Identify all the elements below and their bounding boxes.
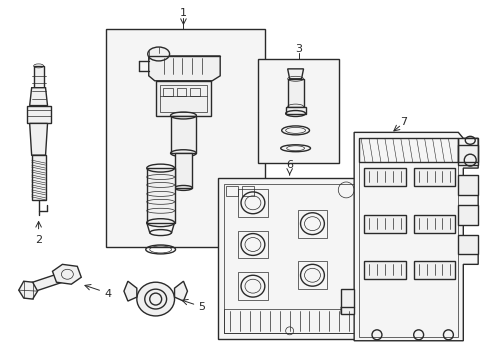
Bar: [358, 138, 457, 162]
Bar: [174, 153, 192, 188]
Bar: [457, 145, 477, 165]
Polygon shape: [27, 269, 77, 292]
Polygon shape: [174, 281, 187, 301]
Bar: [297, 261, 326, 289]
Bar: [225, 186, 238, 196]
Bar: [413, 168, 454, 186]
Bar: [242, 186, 253, 196]
Bar: [457, 235, 477, 255]
Bar: [358, 138, 457, 337]
Bar: [106, 29, 264, 247]
Polygon shape: [30, 123, 47, 155]
Bar: [364, 261, 405, 279]
Text: 2: 2: [35, 235, 42, 244]
Bar: [190, 88, 200, 96]
Bar: [238, 189, 267, 217]
Bar: [457, 175, 477, 195]
Bar: [413, 261, 454, 279]
Polygon shape: [148, 56, 220, 81]
Bar: [413, 215, 454, 233]
Text: 6: 6: [285, 160, 292, 170]
Text: 3: 3: [294, 44, 302, 54]
Bar: [163, 88, 172, 96]
Polygon shape: [123, 281, 137, 301]
Bar: [287, 79, 303, 107]
Bar: [364, 168, 405, 186]
Text: 7: 7: [399, 117, 407, 127]
Text: 1: 1: [180, 8, 186, 18]
Bar: [34, 66, 43, 88]
Text: 4: 4: [104, 289, 111, 299]
Bar: [218, 178, 361, 339]
Bar: [457, 138, 477, 162]
Bar: [160, 85, 207, 112]
Ellipse shape: [137, 282, 174, 316]
Bar: [341, 289, 353, 314]
Bar: [27, 105, 50, 123]
Bar: [170, 116, 196, 153]
Bar: [146, 168, 174, 223]
Bar: [257, 59, 339, 163]
Polygon shape: [287, 69, 303, 79]
Bar: [224, 309, 355, 333]
Polygon shape: [30, 88, 47, 105]
Bar: [176, 88, 186, 96]
Polygon shape: [19, 281, 38, 299]
Bar: [364, 215, 405, 233]
Bar: [224, 184, 355, 333]
Bar: [297, 210, 326, 238]
Bar: [32, 155, 45, 200]
Bar: [457, 205, 477, 225]
Text: 5: 5: [198, 302, 205, 312]
Bar: [285, 107, 305, 113]
Polygon shape: [52, 264, 81, 284]
Bar: [238, 272, 267, 300]
Ellipse shape: [147, 47, 169, 61]
Bar: [238, 231, 267, 258]
Polygon shape: [341, 132, 477, 341]
Bar: [155, 81, 211, 116]
